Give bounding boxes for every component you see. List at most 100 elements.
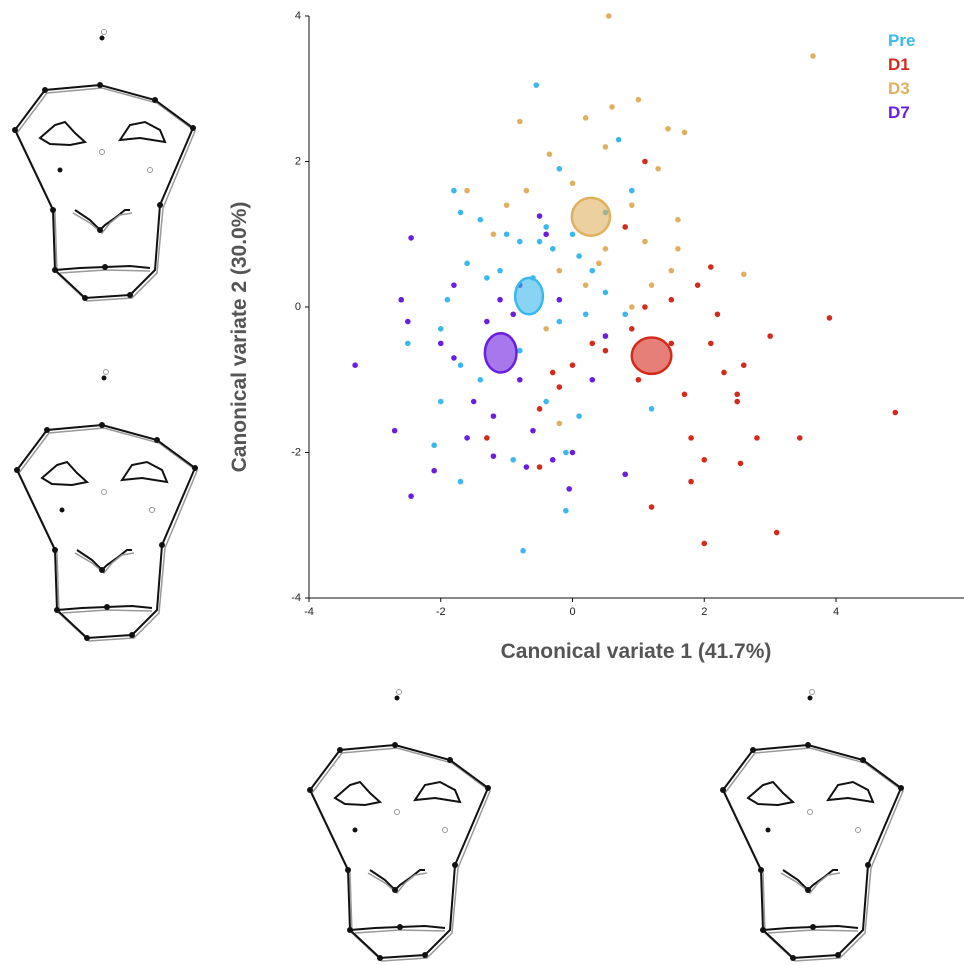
point (589, 267, 596, 274)
point (543, 398, 549, 405)
point (408, 493, 414, 499)
point (737, 460, 744, 467)
point (556, 420, 563, 427)
mean-ellipse (483, 331, 518, 374)
point (563, 507, 569, 514)
point (556, 384, 563, 390)
point (520, 547, 526, 554)
point (892, 409, 899, 416)
point (681, 129, 688, 136)
point (451, 282, 457, 288)
point (648, 504, 655, 510)
y-tick-label: -4 (291, 592, 301, 604)
point (602, 289, 609, 296)
point (490, 413, 497, 419)
point (556, 267, 563, 274)
point (628, 187, 635, 194)
x-tick-label: 0 (569, 606, 575, 618)
point (582, 311, 589, 318)
point (484, 275, 490, 281)
point (352, 362, 358, 369)
point (642, 304, 648, 310)
point (391, 427, 398, 434)
point (596, 260, 602, 267)
point (408, 235, 414, 241)
mean-ellipse (570, 196, 612, 237)
point (536, 238, 543, 245)
point (464, 260, 470, 267)
point (675, 246, 681, 252)
face-diagram (306, 688, 492, 962)
point (497, 267, 503, 274)
point (398, 296, 405, 303)
point (708, 264, 714, 270)
point (675, 216, 681, 223)
point (668, 340, 675, 347)
point (563, 449, 569, 456)
point (569, 231, 576, 238)
x-axis-title: Canonical variate 1 (41.7%) (501, 640, 772, 663)
point (457, 478, 464, 485)
point (701, 540, 708, 547)
point (648, 406, 655, 412)
point (754, 435, 760, 441)
point (464, 435, 470, 441)
point (536, 213, 543, 219)
point (405, 318, 411, 325)
point (546, 151, 553, 158)
point (615, 136, 622, 143)
point (701, 456, 708, 463)
point (490, 453, 497, 459)
y-tick-label: -2 (291, 446, 301, 458)
point (582, 282, 589, 288)
point (589, 376, 596, 383)
point (543, 224, 549, 230)
point (536, 464, 543, 470)
x-tick-label: -4 (304, 606, 314, 618)
point (503, 202, 510, 208)
point (517, 376, 523, 383)
point (648, 282, 655, 288)
point (668, 267, 675, 274)
point (655, 165, 661, 172)
point (556, 318, 563, 325)
point (444, 296, 451, 303)
point (688, 435, 694, 441)
point (431, 442, 437, 449)
point (517, 238, 523, 245)
point (582, 115, 589, 121)
point (566, 486, 573, 492)
mean-ellipse (513, 276, 545, 316)
point (576, 413, 582, 419)
point (688, 478, 694, 485)
point (602, 333, 609, 339)
point (628, 202, 635, 208)
face-diagram (11, 28, 197, 302)
point (767, 333, 773, 339)
face-diagram (719, 688, 905, 962)
legend-label: Pre (888, 31, 915, 50)
point (484, 318, 490, 325)
face-diagram (13, 368, 199, 642)
point (622, 311, 628, 318)
mean-ellipse (630, 336, 673, 376)
point (464, 187, 470, 194)
point (549, 456, 556, 463)
point (681, 391, 688, 398)
point (694, 282, 701, 288)
point (642, 158, 648, 165)
point (589, 340, 596, 347)
point (569, 362, 576, 369)
point (503, 231, 510, 238)
point (796, 435, 803, 441)
point (484, 435, 490, 441)
point (602, 246, 609, 252)
point (628, 304, 635, 310)
point (609, 104, 615, 110)
x-tick-label: 4 (833, 606, 839, 618)
x-tick-label: -2 (436, 606, 446, 618)
point (405, 340, 411, 347)
x-tick-label: 2 (701, 606, 707, 618)
point (622, 224, 628, 230)
